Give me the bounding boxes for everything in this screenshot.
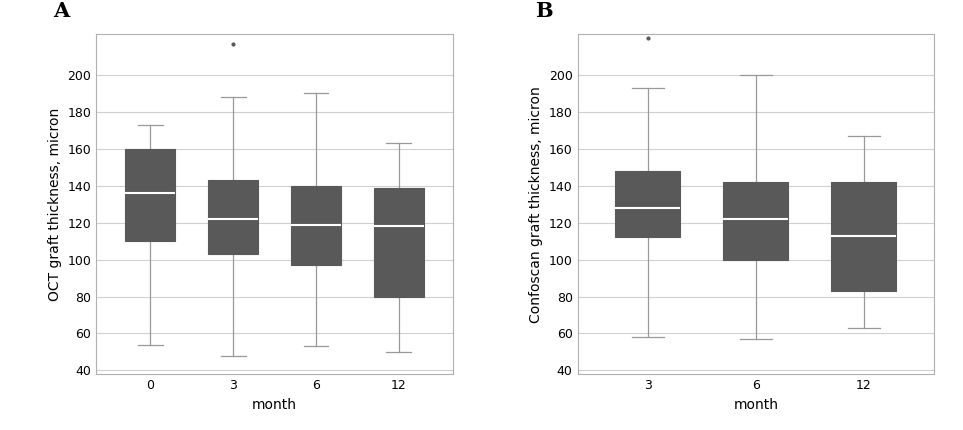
PathPatch shape xyxy=(125,149,175,241)
X-axis label: month: month xyxy=(252,397,297,412)
Y-axis label: Confoscan graft thickness, micron: Confoscan graft thickness, micron xyxy=(530,86,543,322)
Y-axis label: OCT graft thickness, micron: OCT graft thickness, micron xyxy=(48,108,62,301)
PathPatch shape xyxy=(291,186,341,265)
PathPatch shape xyxy=(374,187,424,297)
PathPatch shape xyxy=(831,182,897,291)
PathPatch shape xyxy=(615,171,680,237)
X-axis label: month: month xyxy=(734,397,778,412)
PathPatch shape xyxy=(208,180,258,254)
Text: A: A xyxy=(54,1,69,21)
PathPatch shape xyxy=(723,182,789,260)
Text: B: B xyxy=(534,1,553,21)
